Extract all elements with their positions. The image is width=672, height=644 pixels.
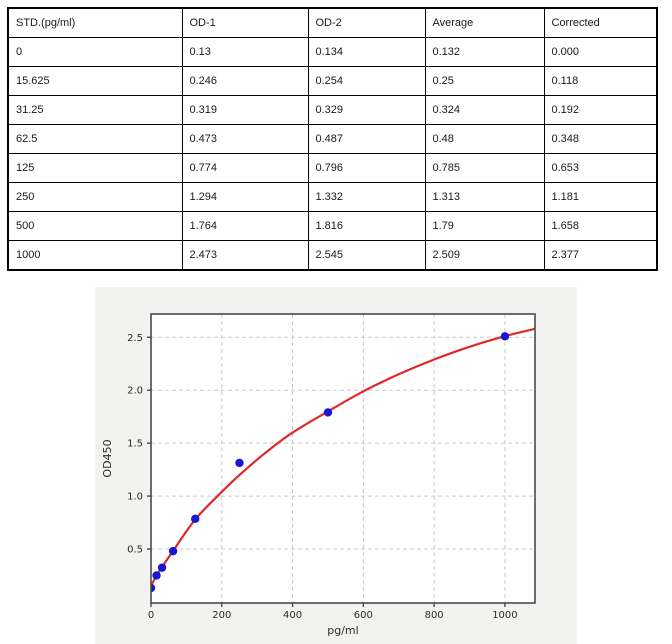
table-cell: 0 xyxy=(7,37,183,67)
scatter-points xyxy=(151,332,510,593)
data-point xyxy=(500,332,510,341)
table-cell: 1.294 xyxy=(181,182,309,212)
table-cell: 15.625 xyxy=(7,66,183,96)
data-point xyxy=(191,514,200,524)
table-cell: 0.246 xyxy=(181,66,309,96)
table-cell: 0.319 xyxy=(181,95,309,125)
axes-background xyxy=(151,314,535,603)
table-row: 31.25 0.319 0.329 0.324 0.192 xyxy=(7,95,658,125)
y-tick-label: 1.0 xyxy=(127,492,143,503)
table-cell: 2.545 xyxy=(307,240,426,271)
data-point xyxy=(157,563,167,572)
axes-spines xyxy=(150,313,536,604)
y-tick-label: 1.5 xyxy=(127,439,143,450)
table-cell: 0.473 xyxy=(181,124,309,154)
column-header: Average xyxy=(424,7,545,38)
table-cell: 250 xyxy=(7,182,183,212)
table-cell: 2.377 xyxy=(543,240,658,271)
table-cell: 0.192 xyxy=(543,95,658,125)
table-row: 0 0.13 0.134 0.132 0.000 xyxy=(7,37,658,67)
table-cell: 0.254 xyxy=(307,66,426,96)
table-cell: 1.816 xyxy=(307,211,426,241)
x-tick-label: 200 xyxy=(212,610,231,621)
column-header: OD-1 xyxy=(181,7,309,38)
table-cell: 0.774 xyxy=(181,153,309,183)
table-cell: 0.348 xyxy=(543,124,658,154)
table-cell: 1.79 xyxy=(424,211,545,241)
x-tick-label: 400 xyxy=(283,610,302,621)
standard-curve-figure: 0 200 400 600 800 1000 0.5 1.0 1.5 2.0 2.5 pg/ml OD4… xyxy=(95,287,577,644)
x-tick-label: 1000 xyxy=(492,610,517,621)
data-point xyxy=(152,571,161,580)
table-cell: 1.332 xyxy=(307,182,426,212)
table-cell: 0.796 xyxy=(307,153,426,183)
data-point xyxy=(168,546,178,556)
table-cell: 0.329 xyxy=(307,95,426,125)
table-body: 0 0.13 0.134 0.132 0.000 15.625 0.246 0.254 0.25… xyxy=(7,37,658,271)
column-header: OD-2 xyxy=(307,7,426,38)
x-tick-label: 0 xyxy=(148,610,154,621)
table-cell: 0.487 xyxy=(307,124,426,154)
table-cell: 1.181 xyxy=(543,182,658,212)
table-header: STD.(pg/ml) OD-1 OD-2 Average Corrected xyxy=(7,7,658,38)
table-cell: 0.653 xyxy=(543,153,658,183)
x-axis-label: pg/ml xyxy=(327,624,358,637)
table-cell: 2.473 xyxy=(181,240,309,271)
table-row: 62.5 0.473 0.487 0.48 0.348 xyxy=(7,124,658,154)
table-cell: 0.000 xyxy=(543,37,658,67)
table-row: 500 1.764 1.816 1.79 1.658 xyxy=(7,211,658,241)
table-cell: 1000 xyxy=(7,240,183,271)
table-cell: 0.25 xyxy=(424,66,545,96)
table-cell: 31.25 xyxy=(7,95,183,125)
table-cell: 0.48 xyxy=(424,124,545,154)
y-axis-label: OD450 xyxy=(101,439,114,477)
y-tick-label: 2.0 xyxy=(127,386,143,397)
table-header-row: STD.(pg/ml) OD-1 OD-2 Average Corrected xyxy=(7,7,658,38)
standard-curve-chart: 0 200 400 600 800 1000 0.5 1.0 1.5 2.0 2.5 pg/ml OD4… xyxy=(95,287,577,644)
y-tick-label: 0.5 xyxy=(127,545,143,556)
table-cell: 0.785 xyxy=(424,153,545,183)
data-point xyxy=(323,408,333,417)
standards-table: STD.(pg/ml) OD-1 OD-2 Average Corrected 0 0.1… xyxy=(7,7,658,271)
fit-curve-line xyxy=(151,327,535,587)
table-cell: 2.509 xyxy=(424,240,545,271)
table-row: 125 0.774 0.796 0.785 0.653 xyxy=(7,153,658,183)
table-cell: 0.118 xyxy=(543,66,658,96)
x-tick-label: 800 xyxy=(425,610,444,621)
table-cell: 0.132 xyxy=(424,37,545,67)
y-tick-label: 2.5 xyxy=(127,333,143,344)
data-point xyxy=(235,458,244,468)
table-cell: 500 xyxy=(7,211,183,241)
table-row: 15.625 0.246 0.254 0.25 0.118 xyxy=(7,66,658,96)
x-tick-label: 600 xyxy=(354,610,373,621)
table-row: 250 1.294 1.332 1.313 1.181 xyxy=(7,182,658,212)
column-header: STD.(pg/ml) xyxy=(7,7,183,38)
table-cell: 0.13 xyxy=(181,37,309,67)
column-header: Corrected xyxy=(543,7,658,38)
table-cell: 1.764 xyxy=(181,211,309,241)
table-cell: 0.324 xyxy=(424,95,545,125)
table-cell: 0.134 xyxy=(307,37,426,67)
table-cell: 1.658 xyxy=(543,211,658,241)
data-point xyxy=(151,583,156,593)
table-cell: 1.313 xyxy=(424,182,545,212)
table-cell: 62.5 xyxy=(7,124,183,154)
table-cell: 125 xyxy=(7,153,183,183)
table-row: 1000 2.473 2.545 2.509 2.377 xyxy=(7,240,658,271)
